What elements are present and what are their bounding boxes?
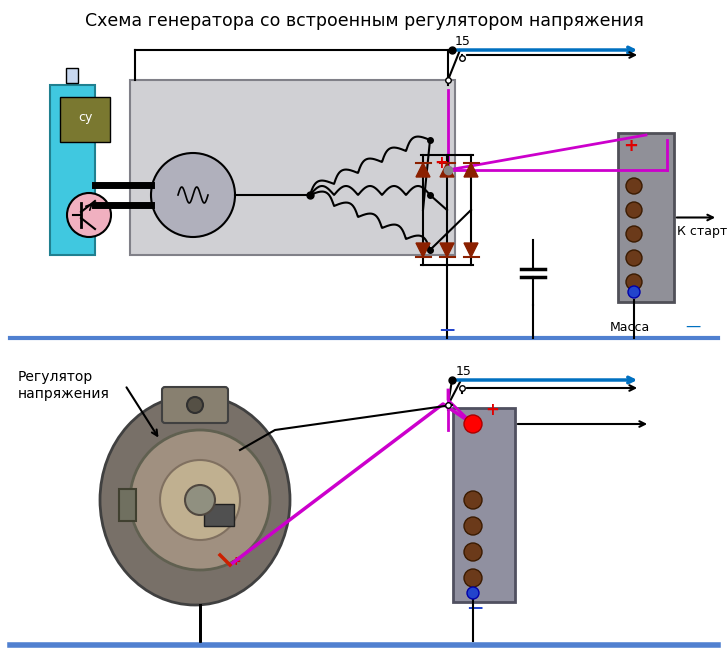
Text: —: — xyxy=(685,319,700,334)
FancyBboxPatch shape xyxy=(162,387,228,423)
Circle shape xyxy=(185,485,215,515)
FancyBboxPatch shape xyxy=(453,408,515,602)
Circle shape xyxy=(626,202,642,218)
Circle shape xyxy=(130,430,270,570)
Circle shape xyxy=(467,587,479,599)
Polygon shape xyxy=(440,163,454,177)
Text: +: + xyxy=(434,154,448,172)
Circle shape xyxy=(464,569,482,587)
Circle shape xyxy=(626,274,642,290)
Text: Масса: Масса xyxy=(610,321,650,334)
Circle shape xyxy=(187,397,203,413)
Circle shape xyxy=(464,415,482,433)
Ellipse shape xyxy=(100,395,290,605)
Circle shape xyxy=(67,193,111,237)
Polygon shape xyxy=(440,243,454,257)
Circle shape xyxy=(464,491,482,509)
FancyBboxPatch shape xyxy=(119,489,136,521)
FancyBboxPatch shape xyxy=(618,133,674,302)
Circle shape xyxy=(464,543,482,561)
FancyBboxPatch shape xyxy=(60,97,110,142)
Text: 15: 15 xyxy=(455,35,471,48)
Polygon shape xyxy=(464,163,478,177)
Text: —: — xyxy=(439,322,454,337)
Circle shape xyxy=(160,460,240,540)
Circle shape xyxy=(626,178,642,194)
FancyBboxPatch shape xyxy=(50,85,95,255)
Circle shape xyxy=(628,286,640,298)
Text: —: — xyxy=(467,600,483,615)
Text: +: + xyxy=(485,401,499,419)
Circle shape xyxy=(464,517,482,535)
Text: су: су xyxy=(78,110,92,124)
FancyBboxPatch shape xyxy=(130,80,455,255)
Circle shape xyxy=(626,250,642,266)
FancyBboxPatch shape xyxy=(66,68,78,83)
Polygon shape xyxy=(416,243,430,257)
Text: +: + xyxy=(623,137,638,155)
Polygon shape xyxy=(464,243,478,257)
Circle shape xyxy=(151,153,235,237)
Circle shape xyxy=(626,226,642,242)
Text: Схема генератора со встроенным регулятором напряжения: Схема генератора со встроенным регулятор… xyxy=(84,12,644,30)
Polygon shape xyxy=(416,163,430,177)
Text: Регулятор
напряжения: Регулятор напряжения xyxy=(18,370,110,401)
FancyBboxPatch shape xyxy=(204,504,234,526)
Text: 15: 15 xyxy=(456,365,472,378)
Text: +: + xyxy=(231,555,242,568)
Text: К стартеру: К стартеру xyxy=(677,225,728,238)
